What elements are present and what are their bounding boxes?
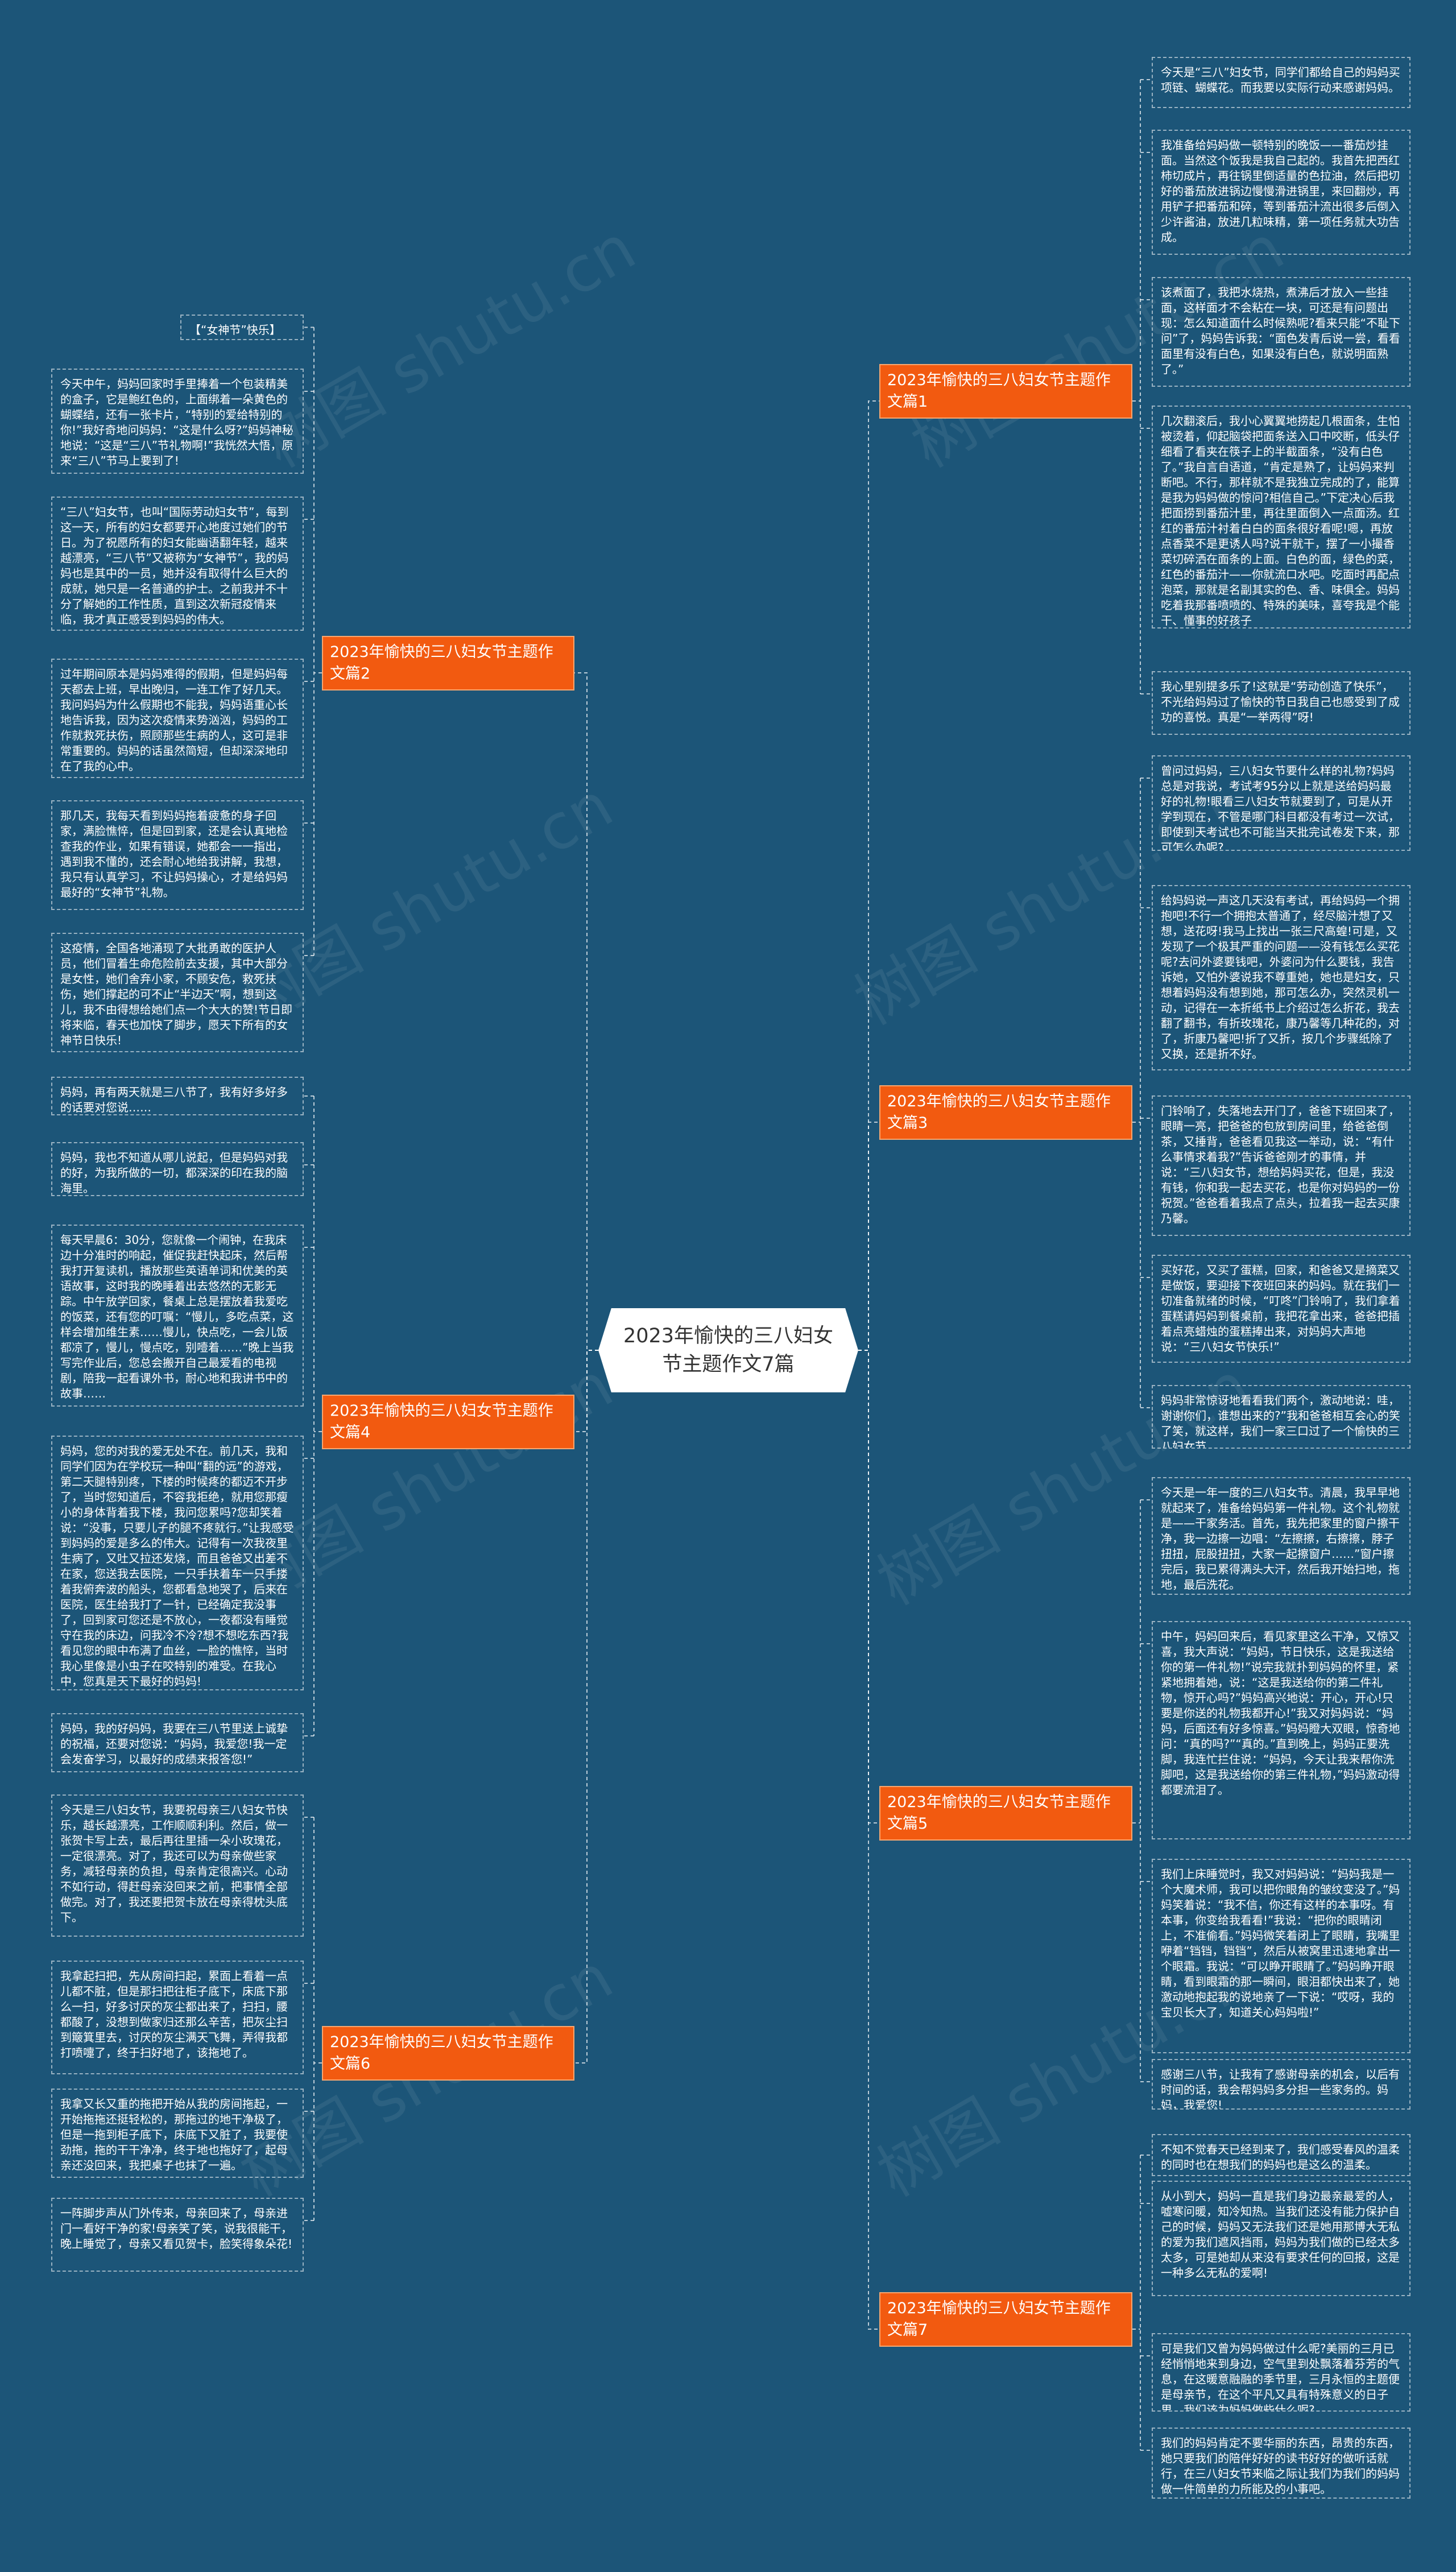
- leaf-text-3-4[interactable]: 买好花，又买了蛋糕，回家，和爸爸又是摘菜又是做饭，要迎接下夜班回来的妈妈。就在我…: [1152, 1255, 1410, 1363]
- leaf-text-3-2[interactable]: 给妈妈说一声这几天没有考试，再给妈妈一个拥抱吧!不行一个拥抱太普通了，经尽脑汁想…: [1152, 885, 1410, 1070]
- branch-topic-3[interactable]: 2023年愉快的三八妇女节主题作文篇3: [879, 1085, 1132, 1140]
- branch-topic-4[interactable]: 2023年愉快的三八妇女节主题作文篇4: [322, 1395, 574, 1449]
- leaf-text-6-3[interactable]: 我拿又长又重的拖把开始从我的房间拖起，一开始拖拖还挺轻松的，那拖过的地干净极了，…: [51, 2089, 304, 2178]
- leaf-text-1-5[interactable]: 我心里别提多乐了!这就是“劳动创造了快乐”，不光给妈妈过了愉快的节日我自己也感受…: [1152, 671, 1410, 735]
- leaf-text-6-2[interactable]: 我拿起扫把，先从房间扫起，累面上看着一点儿都不脏，但是那扫把往柜子底下，床底下那…: [51, 1961, 304, 2074]
- root-connector-3: [858, 1122, 879, 1351]
- leaf-text-6-1[interactable]: 今天是三八妇女节，我要祝母亲三八妇女节快乐，越长越漂亮，工作顺顺利利。然后，做一…: [51, 1794, 304, 1937]
- leaf-text-4-2[interactable]: 妈妈，我也不知道从哪儿说起，但是妈妈对我的好，为我所做的一切，都深深的印在我的脑…: [51, 1142, 304, 1196]
- leaf-text-1-1[interactable]: 今天是“三八”妇女节，同学们都给自己的妈妈买项链、蝴蝶花。而我要以实际行动来感谢…: [1152, 57, 1410, 108]
- leaf-text-4-5[interactable]: 妈妈，我的好妈妈，我要在三八节里送上诚挚的祝福，还要对您说：“妈妈，我爱您!我一…: [51, 1713, 304, 1772]
- leaf-text-2-4[interactable]: 过年期间原本是妈妈难得的假期，但是妈妈每天都去上班，早出晚归，一连工作了好几天。…: [51, 659, 304, 778]
- leaf-text-5-1[interactable]: 今天是一年一度的三八妇女节。清晨，我早早地就起来了，准备给妈妈第一件礼物。这个礼…: [1152, 1477, 1410, 1595]
- leaf-text-5-4[interactable]: 感谢三八节，让我有了感谢母亲的机会，以后有时间的话，我会帮妈妈多分担一些家务的。…: [1152, 2059, 1410, 2110]
- leaf-text-2-1[interactable]: 【“女神节”快乐】: [180, 315, 304, 340]
- leaf-text-6-4[interactable]: 一阵脚步声从门外传来，母亲回来了，母亲进门一看好干净的家!母亲笑了笑，说我很能干…: [51, 2198, 304, 2272]
- leaf-text-2-6[interactable]: 这疫情，全国各地涌现了大批勇敢的医护人员，他们冒着生命危险前去支援，其中大部分是…: [51, 933, 304, 1052]
- root-connector-2: [574, 672, 598, 1351]
- leaf-text-1-2[interactable]: 我准备给妈妈做一顿特别的晚饭——番茄炒挂面。当然这个饭我是我自己起的。我首先把西…: [1152, 130, 1410, 255]
- branch-topic-1[interactable]: 2023年愉快的三八妇女节主题作文篇1: [879, 364, 1132, 419]
- branch-topic-2[interactable]: 2023年愉快的三八妇女节主题作文篇2: [322, 636, 574, 690]
- root-connector-7: [858, 1350, 879, 2330]
- leaf-text-7-2[interactable]: 从小到大，妈妈一直是我们身边最亲最爱的人，嘘寒问暖，知冷知热。当我们还没有能力保…: [1152, 2181, 1410, 2296]
- leaf-text-4-3[interactable]: 每天早晨6：30分，您就像一个闹钟，在我床边十分准时的响起，催促我赶快起床，然后…: [51, 1225, 304, 1407]
- leaf-text-1-3[interactable]: 该煮面了，我把水烧热，煮沸后才放入一些挂面，这样面才不会粘在一块，可还是有问题出…: [1152, 277, 1410, 387]
- branch-topic-6[interactable]: 2023年愉快的三八妇女节主题作文篇6: [322, 2026, 574, 2081]
- branch-topic-7[interactable]: 2023年愉快的三八妇女节主题作文篇7: [879, 2292, 1132, 2347]
- root-title: 2023年愉快的三八妇女节主题作文7篇: [623, 1325, 834, 1376]
- leaf-text-7-1[interactable]: 不知不觉春天已经到来了，我们感受春风的温柔的同时也在想我们的妈妈也是这么的温柔。: [1152, 2134, 1410, 2176]
- leaf-text-3-3[interactable]: 门铃响了，失落地去开门了，爸爸下班回来了，眼睛一亮，把爸爸的包放到房间里，给爸爸…: [1152, 1095, 1410, 1236]
- leaf-text-5-3[interactable]: 我们上床睡觉时，我又对妈妈说：“妈妈我是一个大魔术师，我可以把你眼角的皱纹变没了…: [1152, 1859, 1410, 2053]
- root-topic[interactable]: 2023年愉快的三八妇女节主题作文7篇: [598, 1308, 858, 1392]
- leaf-text-2-5[interactable]: 那几天，我每天看到妈妈拖着疲惫的身子回家，满脸憔悴，但是回到家，还是会认真地检查…: [51, 800, 304, 910]
- branch-topic-5[interactable]: 2023年愉快的三八妇女节主题作文篇5: [879, 1786, 1132, 1841]
- root-connector-1: [858, 400, 879, 1351]
- leaf-text-3-1[interactable]: 曾问过妈妈，三八妇女节要什么样的礼物?妈妈总是对我说，考试考95分以上就是送给妈…: [1152, 755, 1410, 851]
- leaf-text-7-4[interactable]: 我们的妈妈肯定不要华丽的东西，昂贵的东西，她只要我们的陪伴好好的读书好好的做听话…: [1152, 2428, 1410, 2499]
- leaf-text-2-3[interactable]: “三八”妇女节，也叫“国际劳动妇女节”，每到这一天，所有的妇女都要开心地度过她们…: [51, 497, 304, 631]
- leaf-text-1-4[interactable]: 几次翻滚后，我小心翼翼地捞起几根面条，生怕被烫着，仰起脑袋把面条送入口中咬断，低…: [1152, 406, 1410, 628]
- leaf-text-7-3[interactable]: 可是我们又曾为妈妈做过什么呢?美丽的三月已经悄悄地来到身边，空气里到处飘落着芬芳…: [1152, 2333, 1410, 2412]
- leaf-text-2-2[interactable]: 今天中午，妈妈回家时手里捧着一个包装精美的盒子，它是鲍红色的，上面绑着一朵黄色的…: [51, 369, 304, 474]
- leaf-text-4-1[interactable]: 妈妈，再有两天就是三八节了，我有好多好多的话要对您说……: [51, 1077, 304, 1115]
- leaf-text-5-2[interactable]: 中午，妈妈回来后，看见家里这么干净，又惊又喜，我大声说：“妈妈，节日快乐，这是我…: [1152, 1621, 1410, 1839]
- root-connector-6: [574, 1350, 598, 2064]
- leaf-text-4-4[interactable]: 妈妈，您的对我的爱无处不在。前几天，我和同学们因为在学校玩一种叫“翻的远”的游戏…: [51, 1436, 304, 1690]
- leaf-text-3-5[interactable]: 妈妈非常惊讶地看看我们两个，激动地说：哇，谢谢你们，谁想出来的?”我和爸爸相互会…: [1152, 1385, 1410, 1449]
